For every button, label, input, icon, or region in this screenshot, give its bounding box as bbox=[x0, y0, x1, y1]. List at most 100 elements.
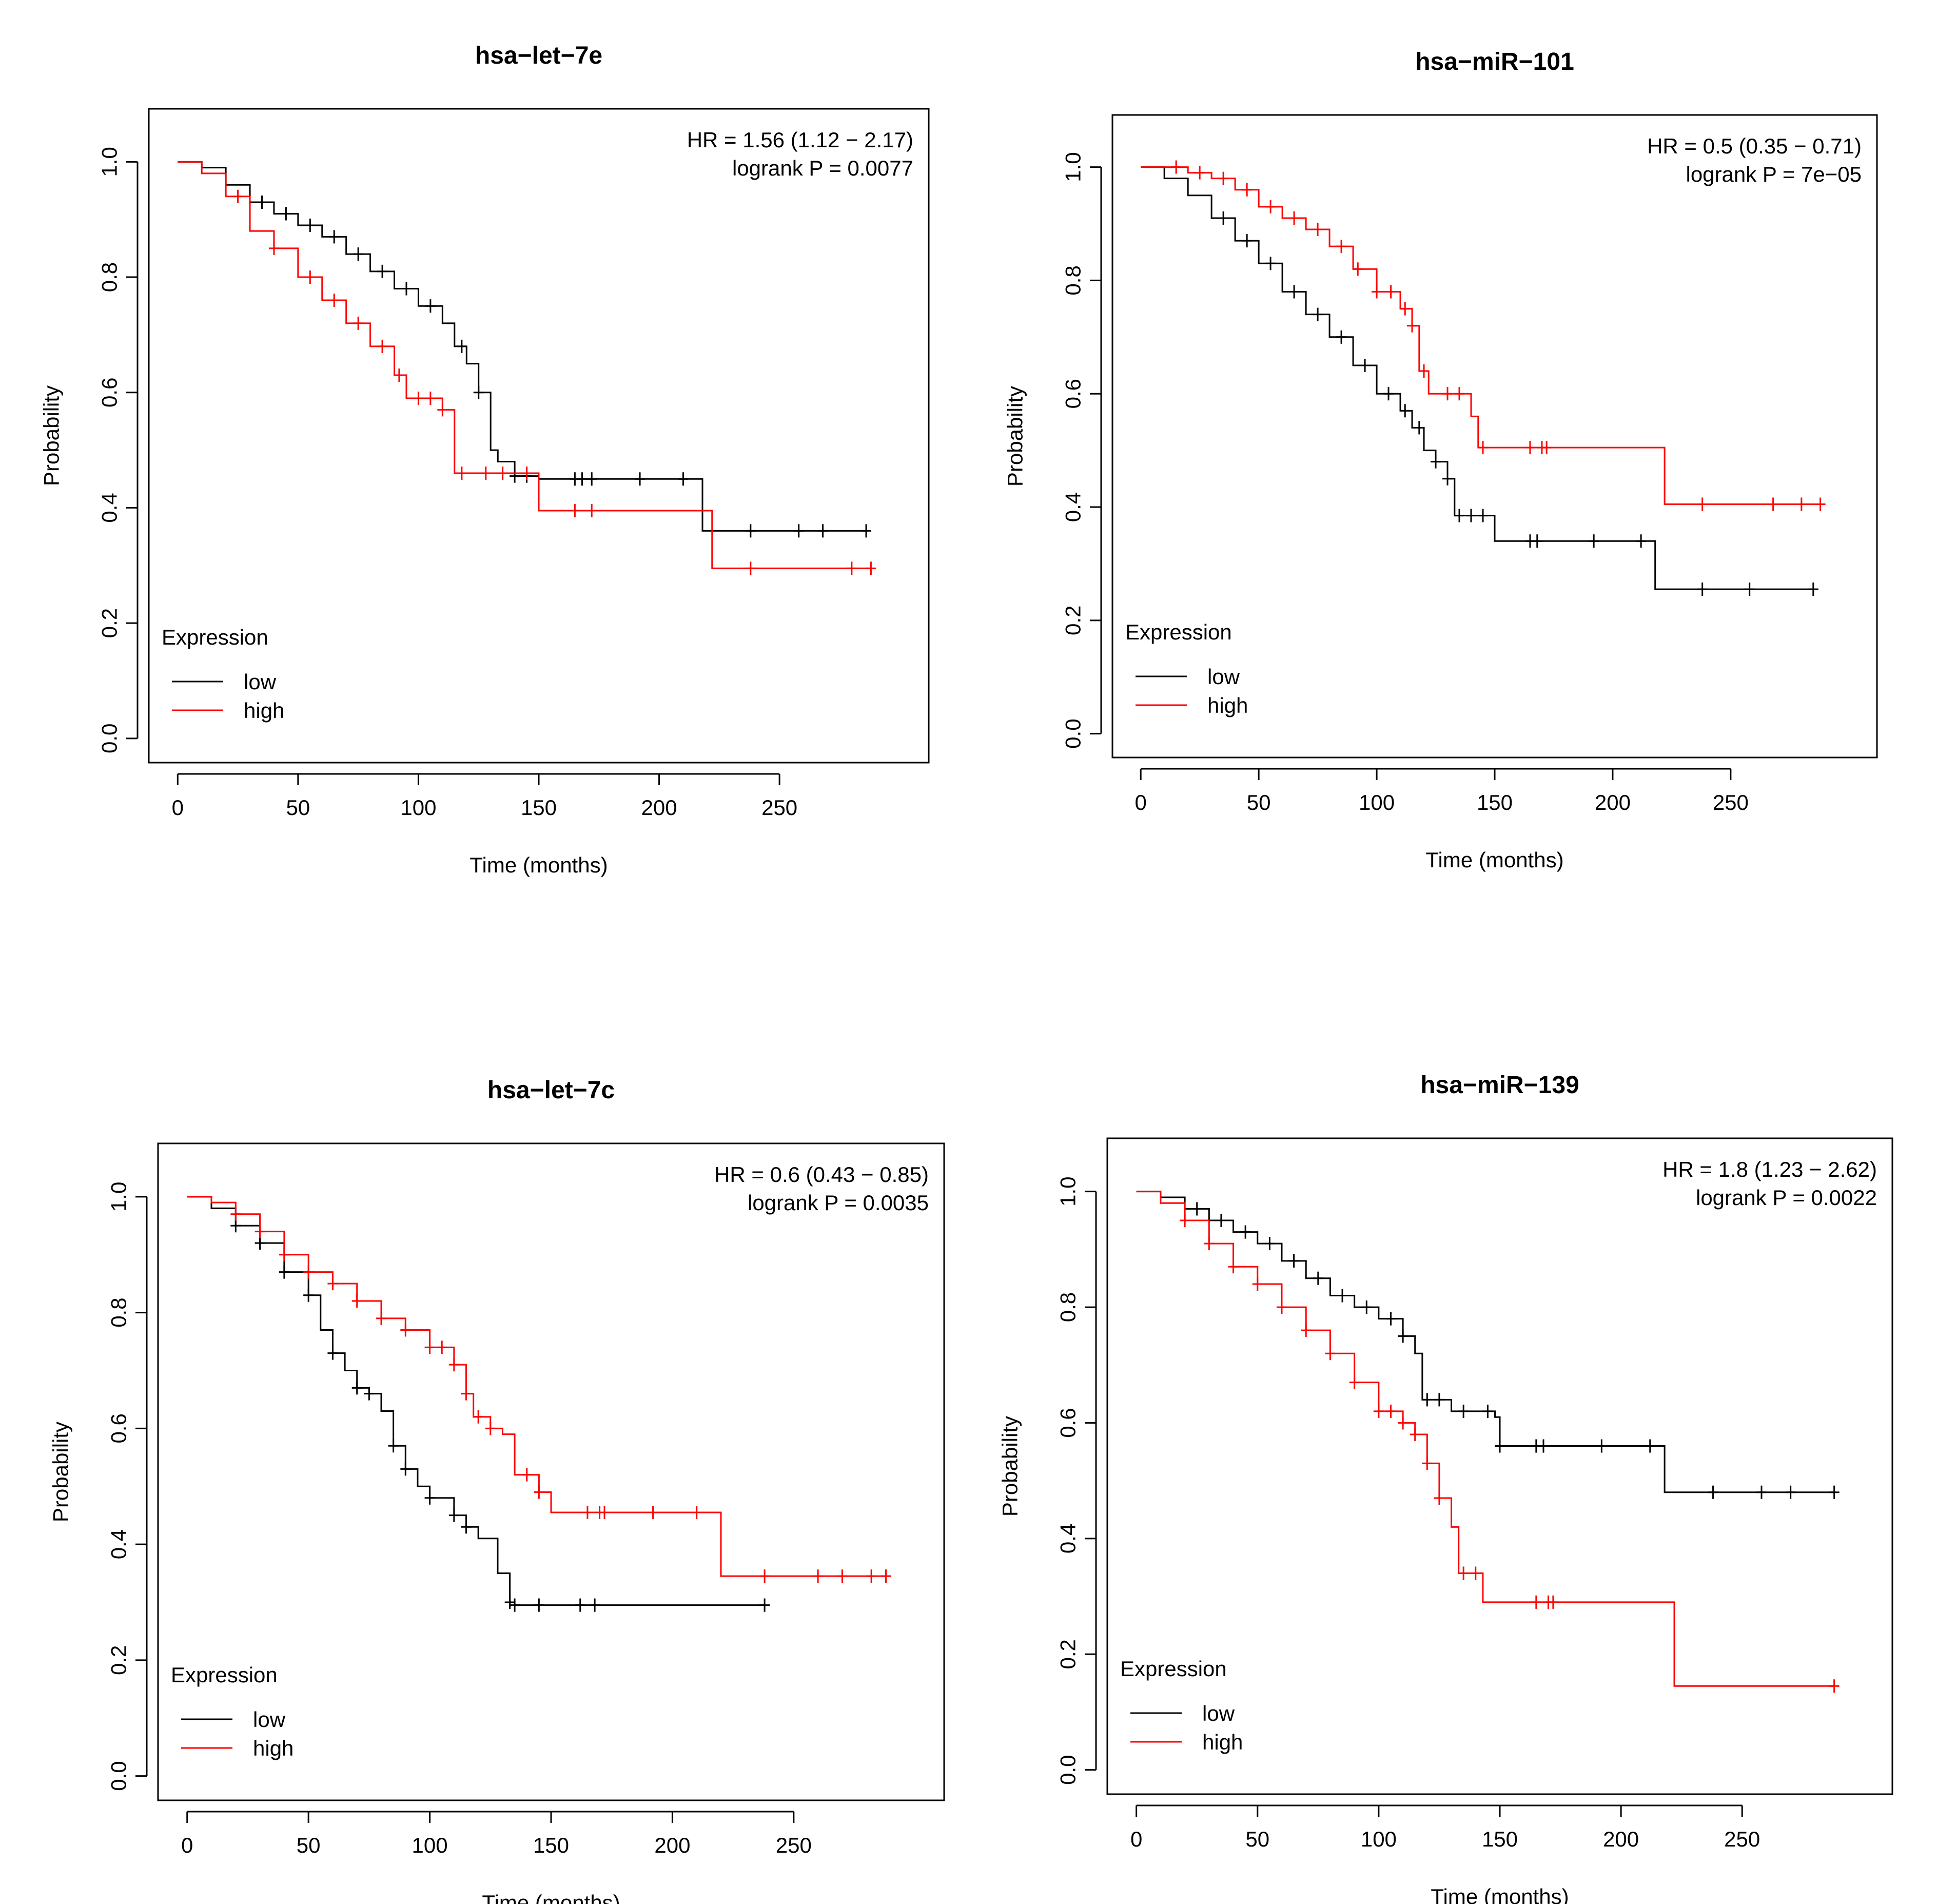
x-axis: 0 50 100 150 200 250 Time (months) bbox=[1135, 768, 1749, 872]
y-tick-label: 0.6 bbox=[107, 1413, 131, 1443]
y-axis: 0.0 0.2 0.4 0.6 0.8 1.0 Probability bbox=[1003, 152, 1102, 749]
y-tick-label: 0.6 bbox=[97, 378, 122, 407]
hazard-ratio-text: HR = 0.6 (0.43 − 0.85) bbox=[714, 1162, 929, 1187]
x-tick-label: 100 bbox=[1359, 790, 1395, 814]
legend-label-high: high bbox=[1202, 1730, 1243, 1754]
x-tick-label: 150 bbox=[1477, 790, 1513, 814]
x-tick-label: 50 bbox=[1245, 1827, 1269, 1851]
y-tick-label: 0.2 bbox=[97, 608, 122, 638]
km-panel-3: hsa−let−7c 0 50 100 150 200 250 Time (months) 0.… bbox=[49, 1077, 945, 1904]
stats-annotation: HR = 1.8 (1.23 − 2.62) logrank P = 0.0022 bbox=[1662, 1157, 1877, 1210]
x-tick-label: 50 bbox=[297, 1833, 321, 1857]
series-high bbox=[187, 1196, 891, 1583]
y-tick-label: 0.4 bbox=[1061, 492, 1085, 522]
legend: Expression low high bbox=[1120, 1657, 1243, 1754]
x-tick-label: 200 bbox=[641, 795, 677, 820]
x-axis-label: Time (months) bbox=[1431, 1884, 1569, 1904]
x-tick-label: 100 bbox=[1361, 1827, 1397, 1851]
plot-frame bbox=[1106, 1137, 1893, 1795]
x-tick-label: 0 bbox=[1135, 790, 1147, 814]
legend-title: Expression bbox=[1125, 620, 1232, 644]
y-tick-label: 0.8 bbox=[1061, 265, 1085, 295]
x-tick-label: 200 bbox=[1595, 790, 1631, 814]
legend-label-high: high bbox=[1207, 693, 1248, 717]
logrank-p-text: logrank P = 0.0035 bbox=[748, 1191, 929, 1215]
y-tick-label: 0.6 bbox=[1061, 379, 1085, 409]
y-tick-label: 0.6 bbox=[1056, 1408, 1080, 1437]
y-axis-label: Probability bbox=[40, 385, 64, 486]
x-tick-label: 150 bbox=[521, 795, 557, 820]
y-axis-label: Probability bbox=[49, 1422, 73, 1522]
legend-title: Expression bbox=[171, 1663, 278, 1687]
legend-title: Expression bbox=[1120, 1657, 1227, 1681]
chart-title: hsa−miR−139 bbox=[1420, 1072, 1579, 1099]
x-tick-label: 0 bbox=[181, 1833, 193, 1857]
x-tick-label: 0 bbox=[1130, 1827, 1142, 1851]
x-tick-label: 200 bbox=[1603, 1827, 1639, 1851]
plot-frame bbox=[148, 108, 930, 764]
x-tick-label: 0 bbox=[172, 795, 184, 820]
x-tick-label: 100 bbox=[400, 795, 436, 820]
y-tick-label: 0.8 bbox=[1056, 1292, 1080, 1322]
series-high bbox=[1136, 1191, 1840, 1693]
y-tick-label: 0.4 bbox=[1056, 1524, 1080, 1553]
hazard-ratio-text: HR = 1.8 (1.23 − 2.62) bbox=[1662, 1157, 1877, 1181]
y-tick-label: 0.0 bbox=[107, 1761, 131, 1791]
x-tick-label: 250 bbox=[761, 795, 797, 820]
series-low bbox=[1141, 166, 1818, 596]
legend-label-high: high bbox=[244, 698, 284, 723]
x-tick-label: 200 bbox=[654, 1833, 690, 1857]
x-tick-label: 150 bbox=[533, 1833, 569, 1857]
y-tick-label: 0.0 bbox=[1056, 1755, 1080, 1784]
plot-frame bbox=[1111, 114, 1878, 759]
x-axis: 0 50 100 150 200 250 Time (months) bbox=[172, 773, 797, 877]
y-tick-label: 0.8 bbox=[97, 262, 122, 292]
series-high bbox=[1141, 160, 1826, 511]
legend: Expression low high bbox=[162, 625, 284, 723]
y-tick-label: 0.2 bbox=[1056, 1639, 1080, 1669]
x-axis: 0 50 100 150 200 250 Time (months) bbox=[1130, 1804, 1760, 1904]
hazard-ratio-text: HR = 0.5 (0.35 − 0.71) bbox=[1647, 134, 1862, 158]
legend: Expression low high bbox=[1125, 620, 1248, 717]
legend-label-low: low bbox=[244, 670, 277, 694]
y-tick-label: 0.4 bbox=[107, 1529, 131, 1559]
x-axis: 0 50 100 150 200 250 Time (months) bbox=[181, 1811, 812, 1904]
y-tick-label: 0.4 bbox=[97, 493, 122, 522]
hazard-ratio-text: HR = 1.56 (1.12 − 2.17) bbox=[687, 128, 913, 152]
legend-label-low: low bbox=[1202, 1701, 1235, 1725]
x-tick-label: 250 bbox=[776, 1833, 812, 1857]
stats-annotation: HR = 0.5 (0.35 − 0.71) logrank P = 7e−05 bbox=[1647, 134, 1862, 186]
stats-annotation: HR = 1.56 (1.12 − 2.17) logrank P = 0.007… bbox=[687, 128, 913, 180]
legend-label-high: high bbox=[253, 1736, 294, 1760]
legend-label-low: low bbox=[1207, 665, 1240, 689]
y-axis: 0.0 0.2 0.4 0.6 0.8 1.0 Probability bbox=[40, 147, 139, 753]
y-axis-label: Probability bbox=[998, 1416, 1022, 1517]
y-tick-label: 0.0 bbox=[97, 724, 122, 753]
chart-title: hsa−let−7c bbox=[487, 1077, 615, 1104]
x-tick-label: 250 bbox=[1724, 1827, 1760, 1851]
y-tick-label: 1.0 bbox=[107, 1182, 131, 1212]
y-tick-label: 0.2 bbox=[1061, 606, 1085, 635]
legend: Expression low high bbox=[171, 1663, 294, 1760]
x-tick-label: 150 bbox=[1482, 1827, 1518, 1851]
y-tick-label: 0.8 bbox=[107, 1297, 131, 1327]
plot-frame bbox=[157, 1142, 945, 1801]
x-tick-label: 50 bbox=[286, 795, 310, 820]
x-axis-label: Time (months) bbox=[482, 1891, 620, 1904]
stats-annotation: HR = 0.6 (0.43 − 0.85) logrank P = 0.0035 bbox=[714, 1162, 929, 1215]
y-tick-label: 0.2 bbox=[107, 1645, 131, 1675]
x-tick-label: 100 bbox=[412, 1833, 448, 1857]
y-tick-label: 1.0 bbox=[97, 147, 122, 177]
logrank-p-text: logrank P = 0.0077 bbox=[732, 156, 913, 180]
y-tick-label: 0.0 bbox=[1061, 718, 1085, 748]
x-axis-label: Time (months) bbox=[469, 853, 608, 877]
chart-title: hsa−let−7e bbox=[475, 42, 602, 69]
y-tick-label: 1.0 bbox=[1056, 1176, 1080, 1206]
logrank-p-text: logrank P = 0.0022 bbox=[1696, 1186, 1877, 1210]
legend-title: Expression bbox=[162, 625, 268, 649]
legend-label-low: low bbox=[253, 1707, 286, 1732]
